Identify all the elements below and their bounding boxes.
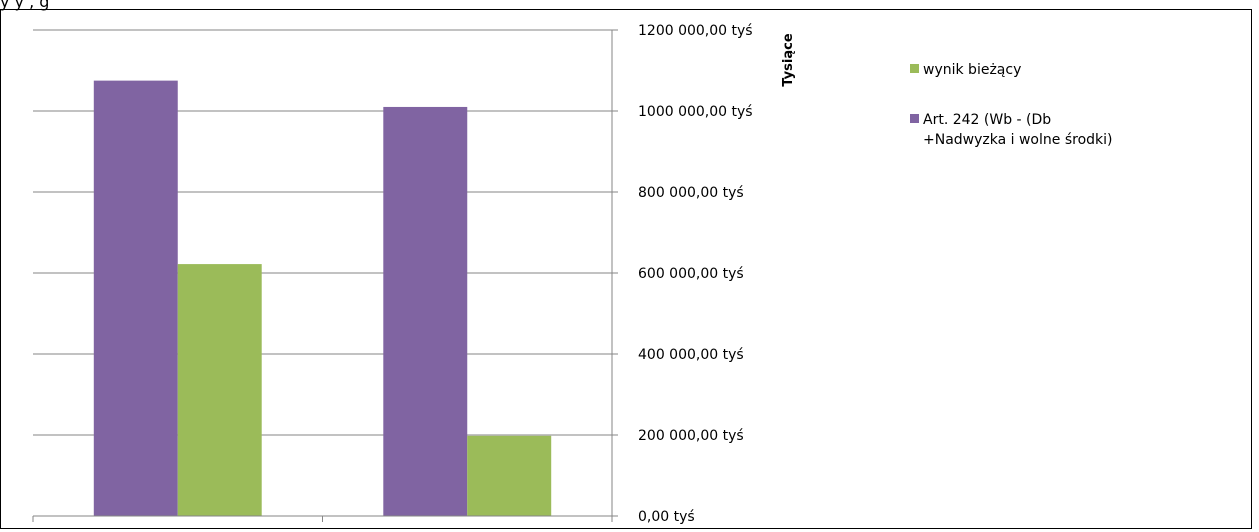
legend-item-art-242: Art. 242 (Wb - (Db +Nadwyzka i wolne śro… <box>910 110 1230 150</box>
legend-swatch-art-242 <box>910 114 919 123</box>
header-text: y y , g <box>0 0 50 11</box>
legend-swatch-wynik-biezacy <box>910 64 919 73</box>
bars <box>93 80 552 516</box>
y-tick-label: 0,00 tyś <box>638 509 695 525</box>
y-tick-label: 600 000,00 tyś <box>638 266 744 282</box>
legend-label-wynik-biezacy: wynik bieżący <box>923 62 1022 78</box>
y-tick-label: 400 000,00 tyś <box>638 347 744 363</box>
bar-art-242-2 <box>383 106 468 516</box>
y-tick-label: 1200 000,00 tyś <box>638 23 753 39</box>
legend-item-wynik-biezacy: wynik bieżący <box>910 60 1230 80</box>
bar-wynik-biezacy-1 <box>177 264 262 516</box>
bar-art-242-1 <box>93 80 178 516</box>
y-tick-label: 800 000,00 tyś <box>638 185 744 201</box>
bar-wynik-biezacy-2 <box>467 435 552 516</box>
y-tick-label: 200 000,00 tyś <box>638 428 744 444</box>
chart-frame <box>0 9 1252 529</box>
legend: wynik bieżący Art. 242 (Wb - (Db +Nadwyz… <box>910 60 1230 180</box>
axes <box>32 29 618 522</box>
grid-lines <box>33 29 612 436</box>
y-axis-title: Tysiące <box>781 33 796 86</box>
y-tick-label: 1000 000,00 tyś <box>638 104 753 120</box>
legend-label-art-242: Art. 242 (Wb - (Db +Nadwyzka i wolne śro… <box>923 112 1113 148</box>
tick-labels: 0,00 tyś 200 000,00 tyś 400 000,00 tyś 600 … <box>638 23 753 525</box>
